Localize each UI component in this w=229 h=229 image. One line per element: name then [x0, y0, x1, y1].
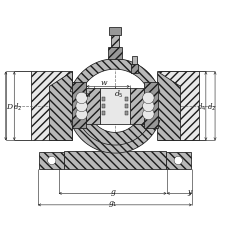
- Polygon shape: [109, 27, 120, 35]
- Circle shape: [142, 109, 153, 120]
- Polygon shape: [143, 82, 157, 128]
- Circle shape: [142, 93, 153, 104]
- Polygon shape: [70, 118, 159, 153]
- Circle shape: [76, 93, 87, 104]
- Text: d$_4$: d$_4$: [196, 101, 205, 112]
- Polygon shape: [157, 72, 180, 141]
- Polygon shape: [110, 35, 119, 48]
- Polygon shape: [125, 97, 127, 102]
- Circle shape: [142, 101, 153, 112]
- Polygon shape: [107, 48, 122, 60]
- Polygon shape: [80, 118, 149, 145]
- Polygon shape: [49, 72, 72, 141]
- Polygon shape: [102, 111, 104, 116]
- Text: d$_5$: d$_5$: [113, 88, 123, 100]
- Polygon shape: [70, 60, 159, 95]
- Circle shape: [76, 109, 87, 120]
- Text: d$_2$: d$_2$: [206, 101, 215, 112]
- Text: D: D: [6, 103, 12, 110]
- Polygon shape: [102, 97, 104, 102]
- Polygon shape: [165, 152, 190, 169]
- Text: d: d: [86, 91, 91, 99]
- Circle shape: [76, 101, 87, 112]
- Circle shape: [47, 157, 56, 165]
- Text: w: w: [100, 79, 106, 86]
- Polygon shape: [100, 88, 129, 125]
- Polygon shape: [157, 72, 198, 141]
- Text: y: y: [187, 187, 191, 195]
- Polygon shape: [64, 151, 165, 169]
- Polygon shape: [131, 56, 137, 65]
- Circle shape: [173, 157, 182, 165]
- Text: d$_2$: d$_2$: [13, 101, 22, 112]
- Text: g$_1$: g$_1$: [107, 198, 117, 208]
- Text: g: g: [110, 187, 115, 195]
- Polygon shape: [86, 88, 100, 125]
- Polygon shape: [39, 152, 64, 169]
- Polygon shape: [125, 111, 127, 116]
- Polygon shape: [102, 104, 104, 109]
- Polygon shape: [129, 88, 143, 125]
- Polygon shape: [130, 65, 138, 74]
- Polygon shape: [125, 104, 127, 109]
- Polygon shape: [72, 82, 86, 128]
- Polygon shape: [31, 72, 72, 141]
